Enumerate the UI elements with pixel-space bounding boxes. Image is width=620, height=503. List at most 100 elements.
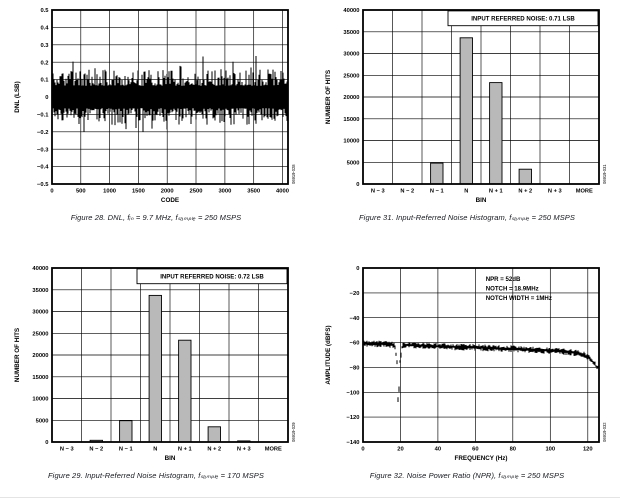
annotation-text: NOTCH = 18.9MHz [486,286,539,293]
y-tick-label: 25000 [343,73,359,79]
plot-border [51,9,289,185]
figure-32-npr: NPR = 52dB NOTCH = 18.9MHz NOTCH WIDTH = 1… [317,262,617,480]
y-axis-label: NUMBER OF HITS [325,70,332,124]
x-axis-label: FREQUENCY (Hz) [454,455,507,462]
y-tick-label: 25000 [32,331,48,337]
y-tick-label: 10000 [32,397,48,403]
y-tick-label: −120 [346,415,359,421]
figure-code-text: 06919-029 [291,422,296,442]
x-tick-label: N + 2 [207,447,221,453]
y-tick-label: −60 [350,341,360,347]
y-tick-label: 0 [356,266,359,272]
annotation-text: INPUT REFERRED NOISE: 0.72 LSB [160,273,264,280]
y-tick-label: 5000 [36,418,49,424]
figure-28-dnl: 0 500 1000 1500 2000 2500 3000 3500 4000 0.5 0.4 0.… [6,4,306,222]
histogram-bar [459,37,473,185]
x-tick-label: N − 3 [60,447,74,453]
y-tick-label: 0 [45,440,48,446]
page-divider-rule [0,497,620,498]
x-tick-label: 100 [545,447,555,453]
x-tick-label: 3500 [247,189,260,195]
annotation-text: INPUT REFERRED NOISE: 0.71 LSB [471,15,575,22]
y-tick-label: 30000 [32,310,48,316]
y-tick-label: 15000 [32,375,48,381]
y-tick-label: 10000 [343,139,359,145]
x-tick-label: 4000 [276,189,289,195]
plot-border [51,267,289,443]
x-tick-label: N + 1 [489,189,503,195]
y-tick-label: 20000 [343,95,359,101]
figure-29-caption: Figure 29. Input-Referred Noise Histogra… [48,471,264,480]
y-axis-label: AMPLITUDE (dBFS) [325,325,332,384]
y-tick-label: −80 [350,366,360,372]
histogram-bar [489,82,503,185]
figure-29-noise-histogram-170msps: INPUT REFERRED NOISE: 0.72 LSB N − 3 N − 2… [6,262,306,480]
histogram-bar [518,168,532,185]
annotation-text: NOTCH WIDTH = 1MHz [486,295,552,302]
x-tick-label: 120 [583,447,593,453]
y-tick-label: −0.5 [37,182,49,188]
y-tick-label: 35000 [32,288,48,294]
histogram-bar [178,339,192,443]
x-tick-label: N − 2 [89,447,103,453]
x-tick-label: N [153,447,157,453]
x-tick-label: 0 [361,447,364,453]
gridlines [52,268,288,442]
y-tick-label: 0 [356,182,359,188]
y-tick-label: −20 [350,291,360,297]
x-axis-label: BIN [165,455,176,462]
x-tick-label: N [464,189,468,195]
y-axis-label: NUMBER OF HITS [14,328,21,382]
y-tick-label: −0.1 [37,113,49,119]
y-tick-label: 0.4 [40,26,49,32]
y-tick-label: −100 [346,390,359,396]
annotation-box [447,10,599,27]
y-tick-label: 15000 [343,117,359,123]
annotation-box [136,268,288,285]
figure-32-caption: Figure 32. Noise Power Ratio (NPR), fₛₐₘ… [369,471,565,480]
x-tick-label: 60 [472,447,478,453]
x-tick-label: N − 1 [430,189,444,195]
histogram-bar [207,426,221,443]
y-tick-label: −0.2 [37,130,48,136]
x-tick-label: N + 2 [518,189,532,195]
y-tick-label: 0 [45,95,48,101]
annotation-text: NPR = 52dB [486,276,521,283]
histogram-bar [430,162,444,185]
dnl-chart: 0 500 1000 1500 2000 2500 3000 3500 4000 0.5 0.4 0.… [14,8,296,204]
x-tick-label: 40 [435,447,441,453]
x-tick-label: N + 3 [548,189,562,195]
x-tick-label: 500 [76,189,86,195]
x-tick-label: 2000 [161,189,174,195]
y-tick-label: 30000 [343,52,359,58]
y-tick-label: 0.1 [40,78,49,84]
x-tick-label: N − 2 [400,189,414,195]
figure-code-text: 06919-028 [291,164,296,184]
x-tick-label: MORE [265,447,282,453]
noise-histogram-chart-250msps: INPUT REFERRED NOISE: 0.71 LSB N − 3 N − 2… [325,8,607,204]
y-tick-label: 0.2 [40,60,48,66]
figure-31-caption: Figure 31. Input-Referred Noise Histogra… [359,213,575,222]
figure-31-noise-histogram-250msps: INPUT REFERRED NOISE: 0.71 LSB N − 3 N − 2… [317,4,617,222]
y-tick-label: 35000 [343,30,359,36]
x-axis-label: CODE [161,197,179,204]
x-tick-label: N + 1 [178,447,192,453]
plot-border [362,9,600,185]
x-tick-label: N − 3 [371,189,385,195]
figure-code-text: 06919-032 [602,422,607,442]
npr-chart: NPR = 52dB NOTCH = 18.9MHz NOTCH WIDTH = 1… [325,266,607,462]
gridlines [363,10,599,184]
histogram-bar [119,420,133,443]
x-tick-label: 20 [397,447,403,453]
x-tick-label: 2500 [190,189,203,195]
figure-28-caption: Figure 28. DNL, fᵢₙ = 9.7 MHz, fₛₐₘₚₗₑ =… [70,213,242,222]
y-tick-label: 40000 [32,266,48,272]
y-tick-label: 0.5 [40,8,49,14]
y-tick-label: 0.3 [40,43,49,49]
x-tick-label: 1000 [103,189,116,195]
figure-code-text: 06919-031 [602,164,607,184]
y-tick-label: −140 [346,440,359,446]
y-tick-label: −40 [350,316,360,322]
x-axis-label: BIN [476,197,487,204]
